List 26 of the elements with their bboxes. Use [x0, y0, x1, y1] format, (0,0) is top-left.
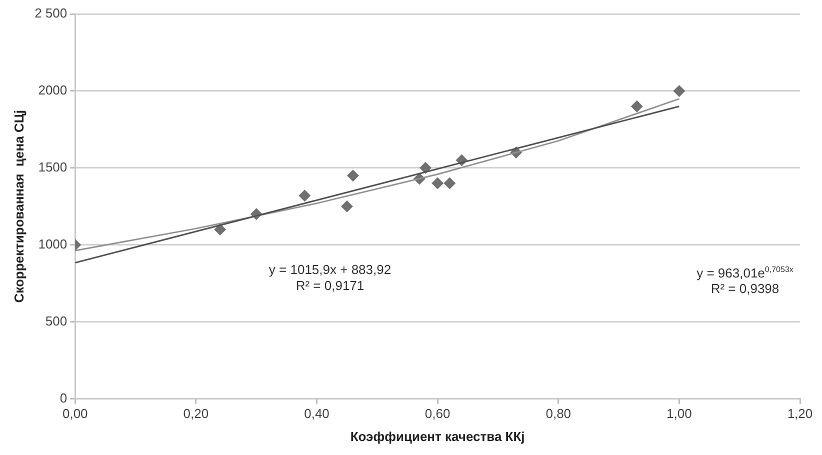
point [673, 84, 686, 97]
point [419, 162, 432, 174]
point [347, 170, 359, 182]
x-tick-label: 0,40 [304, 406, 330, 422]
point [444, 177, 456, 190]
x-axis-title: Коэффициент качества ККj [350, 428, 525, 444]
x-tick-label: 1,20 [787, 406, 813, 422]
annotation: y = 1015,9x + 883,92 R² = 0,9171 [268, 262, 392, 294]
y-tick-label: 2000 [38, 82, 68, 98]
x-tick-label: 0,60 [424, 406, 450, 422]
x-tick-label: 1,00 [666, 406, 692, 422]
point [630, 100, 643, 112]
point [298, 190, 311, 202]
annotation: y = 963,01e$^{0,7053x}$ R² = 0,9398 [696, 264, 794, 298]
x-tick-label: 0,00 [62, 406, 88, 422]
y-tick-label: 2 500 [34, 6, 68, 21]
point [214, 223, 226, 236]
y-tick-label: 1500 [38, 160, 68, 174]
point [340, 200, 353, 212]
y-axis-title: Скорректированная цена СЦj [11, 110, 26, 303]
x-tick-label: 0,20 [183, 406, 209, 422]
x-tick-label: 0,80 [546, 406, 572, 422]
y-tick-label: 500 [45, 313, 68, 328]
y-tick-label: 1000 [38, 236, 68, 252]
y-tick-label: 0 [60, 390, 68, 406]
point [432, 177, 444, 190]
